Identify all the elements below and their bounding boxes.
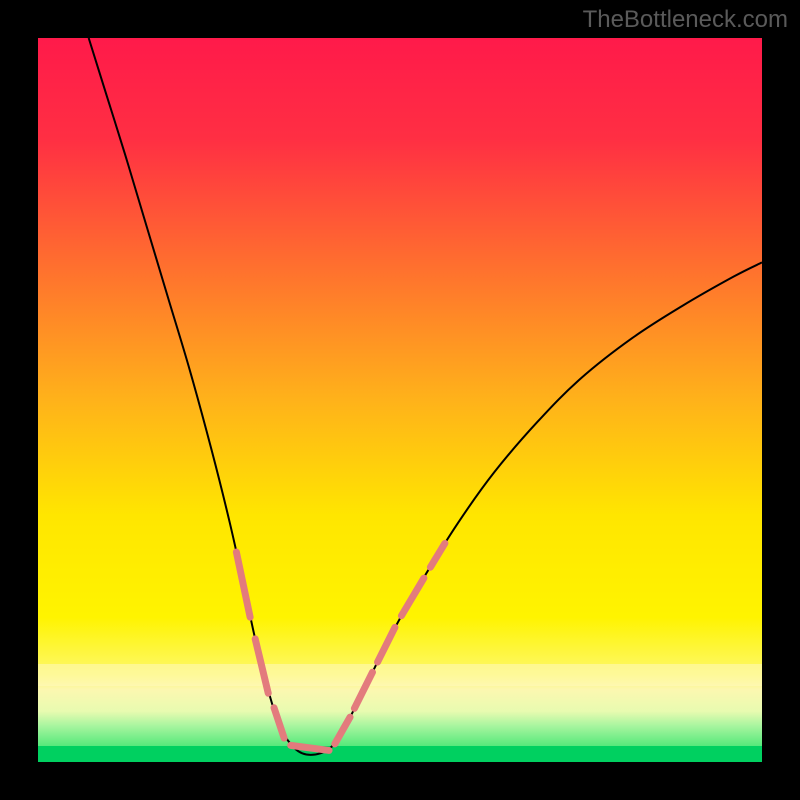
chart-svg xyxy=(38,38,762,762)
main-curve-path xyxy=(89,38,762,755)
watermark-text: TheBottleneck.com xyxy=(583,6,788,34)
outer-frame: TheBottleneck.com xyxy=(0,0,800,800)
plot-area xyxy=(38,38,762,762)
segments-path xyxy=(236,543,445,750)
